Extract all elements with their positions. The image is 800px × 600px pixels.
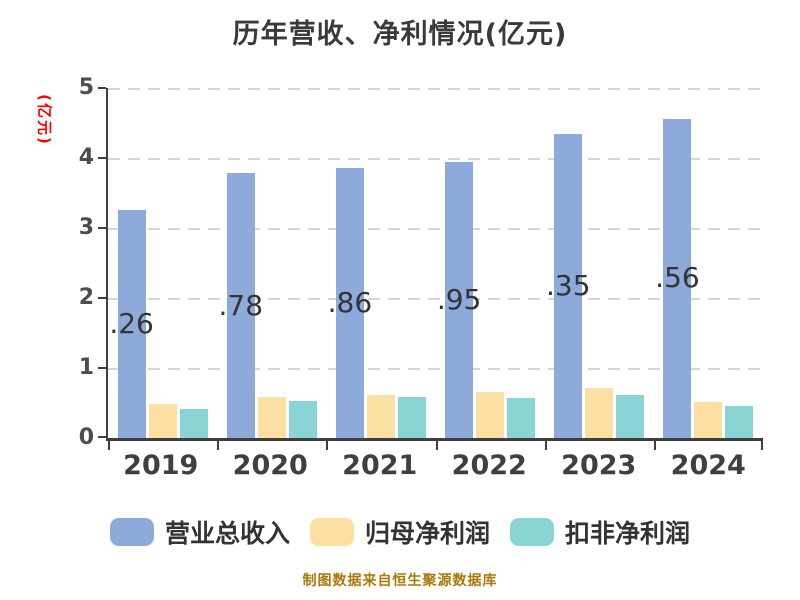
y-axis-tick-4 [98, 157, 106, 159]
y-tick-label-3: 3 [78, 215, 94, 240]
bar-value-label-2020: .78 [218, 288, 264, 322]
legend: 营业总收入 归母净利润 扣非净利润 [0, 514, 800, 550]
bar-value-label-2019: .26 [109, 306, 154, 340]
y-axis-tick-2 [98, 297, 106, 299]
legend-item-revenue: 营业总收入 [109, 514, 290, 550]
y-tick-label-5: 5 [78, 75, 94, 100]
y-axis-unit-label: (亿元) [35, 94, 54, 146]
x-axis-label-2024: 2024 [670, 450, 746, 481]
legend-label-revenue: 营业总收入 [164, 519, 290, 548]
bar-group-2023: .35 [545, 88, 654, 438]
y-axis-tick-0 [98, 436, 106, 438]
y-tick-label-0: 0 [78, 425, 94, 450]
y-axis-tick-3 [98, 227, 106, 229]
bar-value-label-2022: .95 [436, 282, 482, 316]
bar-net_profit-2019 [148, 403, 177, 438]
legend-item-non_gaap_net_profit: 扣非净利润 [510, 514, 690, 550]
bar-net_profit-2021 [366, 394, 395, 438]
legend-item-net_profit: 归母净利润 [309, 514, 490, 550]
bar-non_gaap_net_profit-2023 [616, 394, 645, 438]
x-axis-label-2022: 2022 [451, 450, 527, 481]
x-axis-labels: 2019 2020 2021 2022 2023 2024 [106, 450, 763, 481]
y-tick-label-4: 4 [78, 145, 94, 170]
bar-non_gaap_net_profit-2024 [725, 405, 754, 438]
x-axis-tick-5 [653, 441, 656, 450]
chart-title: 历年营收、净利情况(亿元) [232, 19, 568, 50]
bar-value-label-2021: .86 [327, 285, 373, 319]
x-axis-tick-4 [544, 441, 547, 450]
x-axis-label-2023: 2023 [561, 450, 637, 481]
bar-non_gaap_net_profit-2019 [179, 408, 208, 438]
bar-group-2021: .86 [326, 88, 435, 438]
bar-revenue-2023: .35 [546, 133, 591, 438]
bar-group-2024: .56 [654, 88, 763, 438]
y-axis-tick-5 [98, 87, 106, 89]
bar-net_profit-2023 [585, 388, 614, 438]
plot-area: 0 1 2 3 4 5 .26 .78 .86 .95 .35 .56 [79, 75, 763, 450]
bar-revenue-2024: .56 [655, 118, 700, 438]
bar-group-2019: .26 [108, 88, 217, 438]
bar-net_profit-2022 [476, 391, 505, 438]
x-axis-label-2019: 2019 [123, 450, 199, 481]
bars-layer: .26 .78 .86 .95 .35 .56 [108, 88, 763, 438]
x-axis-tick-0 [108, 441, 110, 450]
bar-non_gaap_net_profit-2022 [507, 398, 536, 438]
bar-net_profit-2024 [694, 402, 723, 438]
y-tick-label-1: 1 [78, 355, 94, 380]
x-axis-label-2021: 2021 [342, 450, 418, 481]
legend-label-net_profit: 归母净利润 [364, 519, 490, 548]
y-tick-label-2: 2 [78, 285, 94, 310]
bar-group-2020: .78 [217, 88, 326, 438]
bar-net_profit-2020 [257, 396, 286, 438]
bar-value-label-2024: .56 [655, 261, 700, 295]
data-source-note: 制图数据来自恒生聚源数据库 [302, 573, 498, 589]
bar-revenue-2021: .86 [328, 167, 372, 438]
x-axis-tick-1 [217, 441, 220, 450]
y-axis-tick-1 [98, 367, 106, 369]
legend-label-non_gaap_net_profit: 扣非净利润 [565, 519, 691, 548]
bar-value-label-2023: .35 [546, 268, 591, 302]
bar-non_gaap_net_profit-2020 [288, 400, 317, 438]
bar-revenue-2022: .95 [437, 161, 481, 438]
x-axis-tick-6 [761, 441, 763, 450]
legend-swatch-revenue [109, 518, 154, 546]
bar-revenue-2020: .78 [218, 173, 263, 438]
legend-swatch-non_gaap_net_profit [510, 518, 554, 546]
bar-group-2022: .95 [436, 88, 545, 438]
x-axis-label-2020: 2020 [232, 450, 308, 481]
bar-non_gaap_net_profit-2021 [397, 396, 426, 438]
x-axis-tick-2 [326, 441, 329, 450]
legend-swatch-net_profit [309, 518, 354, 546]
x-axis-tick-3 [435, 441, 438, 450]
bar-revenue-2019: .26 [109, 209, 154, 438]
